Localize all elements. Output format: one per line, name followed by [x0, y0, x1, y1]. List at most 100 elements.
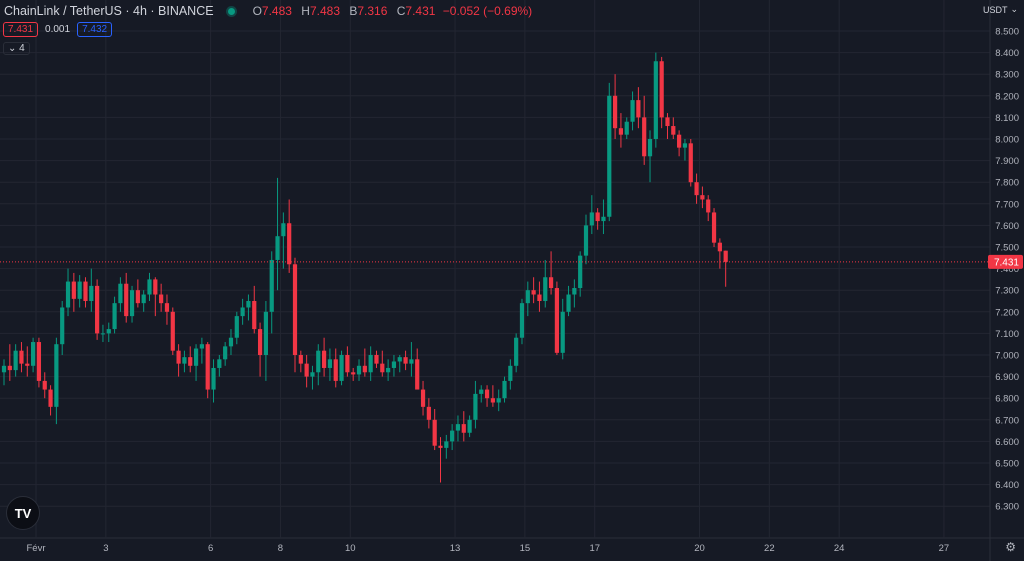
candle[interactable] [234, 311, 239, 345]
candle[interactable] [595, 208, 600, 230]
candle[interactable] [677, 130, 682, 157]
candle[interactable] [519, 298, 525, 345]
candle[interactable] [508, 359, 513, 390]
candle[interactable] [630, 91, 635, 131]
candle[interactable] [356, 359, 362, 381]
candle[interactable] [380, 350, 385, 377]
candle[interactable] [543, 259, 548, 308]
candle[interactable] [374, 350, 379, 368]
candle[interactable] [560, 298, 565, 360]
candle[interactable] [548, 251, 554, 295]
candle[interactable] [531, 277, 536, 304]
candle[interactable] [403, 350, 408, 371]
candle[interactable] [671, 117, 676, 139]
candle[interactable] [257, 322, 263, 377]
candle[interactable] [438, 437, 443, 483]
candle[interactable] [636, 87, 641, 129]
candle[interactable] [95, 279, 100, 340]
candle[interactable] [193, 344, 199, 381]
candle[interactable] [653, 52, 658, 148]
candle[interactable] [554, 281, 559, 355]
sell-button[interactable]: 7.431 [3, 22, 39, 37]
candle[interactable] [537, 281, 542, 312]
candle[interactable] [36, 337, 42, 388]
gear-icon[interactable]: ⚙ [1005, 540, 1016, 554]
candle[interactable] [444, 434, 449, 459]
candle[interactable] [566, 285, 571, 317]
candle[interactable] [601, 199, 606, 235]
candle[interactable] [682, 139, 688, 161]
candle[interactable] [211, 359, 216, 403]
candle[interactable] [659, 56, 664, 129]
candle[interactable] [281, 212, 286, 269]
candle[interactable] [473, 380, 478, 429]
candle[interactable] [141, 290, 146, 312]
candle[interactable] [502, 376, 507, 403]
candle[interactable] [351, 367, 356, 381]
price-axis[interactable]: 8.500 8.400 8.300 8.200 8.100 8.000 7.900 7.800… [995, 27, 1019, 513]
candle[interactable] [292, 257, 298, 373]
candle[interactable] [199, 337, 204, 364]
candles-layer[interactable] [1, 52, 728, 483]
candle[interactable] [426, 398, 431, 429]
candle[interactable] [118, 277, 123, 312]
candle[interactable] [217, 355, 222, 377]
candle[interactable] [397, 355, 402, 373]
candle[interactable] [129, 285, 135, 323]
candle[interactable] [694, 173, 699, 204]
candle[interactable] [362, 348, 367, 377]
candle[interactable] [420, 380, 426, 416]
candle[interactable] [54, 337, 59, 425]
candle[interactable] [65, 268, 71, 317]
candle[interactable] [455, 415, 461, 442]
candle[interactable] [642, 95, 647, 165]
candle[interactable] [572, 279, 577, 308]
candle[interactable] [607, 82, 612, 222]
candle[interactable] [461, 411, 466, 442]
candle[interactable] [89, 268, 94, 312]
candle[interactable] [391, 355, 397, 377]
candle[interactable] [170, 307, 175, 355]
candle[interactable] [205, 342, 210, 399]
buy-button[interactable]: 7.432 [77, 22, 113, 37]
candle[interactable] [723, 250, 728, 287]
candle[interactable] [31, 337, 36, 373]
candle[interactable] [624, 117, 629, 139]
candle[interactable] [409, 342, 414, 377]
candle[interactable] [60, 301, 65, 355]
candle[interactable] [665, 113, 670, 139]
candle[interactable] [415, 348, 420, 390]
candle[interactable] [333, 348, 338, 388]
candle[interactable] [228, 329, 234, 355]
candle[interactable] [100, 324, 106, 343]
candle[interactable] [7, 344, 12, 381]
candle[interactable] [124, 272, 129, 323]
candle[interactable] [589, 195, 594, 235]
candle[interactable] [450, 424, 455, 451]
candle[interactable] [700, 186, 705, 209]
candle[interactable] [327, 348, 333, 381]
candle[interactable] [263, 301, 268, 381]
candle[interactable] [182, 350, 187, 373]
candle[interactable] [176, 344, 181, 377]
candle[interactable] [613, 74, 618, 139]
candle[interactable] [316, 344, 321, 386]
candle[interactable] [13, 344, 18, 377]
candle[interactable] [42, 372, 47, 399]
candle[interactable] [147, 272, 152, 301]
candle[interactable] [368, 346, 373, 381]
candle[interactable] [706, 195, 711, 222]
candle[interactable] [83, 277, 88, 308]
candle[interactable] [275, 177, 280, 291]
candle[interactable] [1, 359, 7, 386]
candle[interactable] [240, 298, 245, 325]
currency-selector[interactable]: USDT ⌄ [983, 4, 1018, 15]
candle[interactable] [578, 251, 583, 297]
candle[interactable] [164, 294, 170, 325]
candle[interactable] [345, 346, 350, 377]
tradingview-logo-icon[interactable]: TV [6, 496, 40, 530]
candle[interactable] [19, 342, 24, 373]
candle[interactable] [525, 281, 530, 317]
candle[interactable] [717, 238, 722, 269]
